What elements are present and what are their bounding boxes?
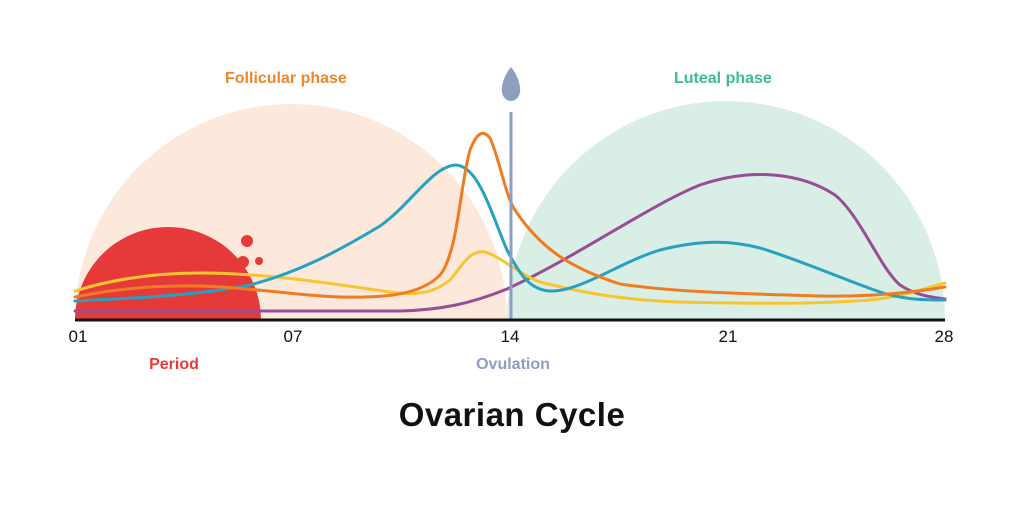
ovulation-egg-icon [501, 67, 521, 101]
axis-tick-label: 14 [500, 327, 520, 346]
hormone-curve-blue [73, 163, 947, 303]
hormone-curve-yellow [73, 250, 947, 305]
follicular-phase-label: Follicular phase [225, 70, 347, 87]
luteal-phase-label: Luteal phase [674, 70, 772, 87]
axis-tick-label: 07 [283, 327, 303, 346]
period-label: Period [149, 356, 199, 373]
hormone-curve-orange [73, 131, 947, 299]
period-blood-drop [241, 235, 253, 247]
hormone-curve-purple [73, 173, 947, 313]
axis-tick-label: 01 [68, 327, 88, 346]
diagram-title: Ovarian Cycle [398, 396, 626, 433]
axis-tick-label: 28 [934, 327, 954, 346]
period-blood-drop [255, 257, 263, 265]
axis-tick-label: 21 [718, 327, 738, 346]
period-blood-drop [237, 256, 249, 268]
luteal-phase-area [507, 101, 945, 321]
ovulation-label: Ovulation [476, 356, 550, 373]
